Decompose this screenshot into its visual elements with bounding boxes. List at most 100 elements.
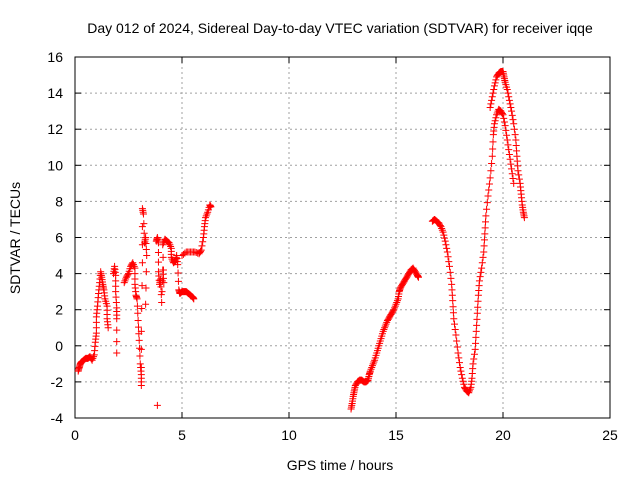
- data-point: [474, 297, 482, 305]
- data-point: [137, 345, 145, 353]
- data-point: [514, 167, 522, 175]
- data-point: [138, 304, 146, 312]
- data-point: [124, 271, 132, 279]
- data-point: [459, 377, 467, 385]
- data-point: [391, 304, 399, 312]
- data-point: [487, 100, 495, 108]
- data-point: [199, 238, 207, 246]
- data-point: [391, 302, 399, 310]
- axis-ticks: [74, 56, 611, 419]
- data-point: [449, 297, 457, 305]
- data-point: [154, 258, 162, 266]
- data-point: [129, 259, 137, 267]
- data-point: [502, 126, 510, 134]
- data-point: [138, 223, 146, 231]
- data-point: [203, 210, 211, 218]
- data-point: [134, 317, 142, 325]
- data-point: [142, 284, 150, 292]
- data-point: [382, 320, 390, 328]
- data-point: [488, 96, 496, 104]
- data-point: [88, 356, 96, 364]
- data-point: [503, 131, 511, 139]
- data-point: [515, 171, 523, 179]
- data-point: [89, 354, 97, 362]
- data-point: [485, 186, 493, 194]
- data-point: [159, 266, 167, 274]
- data-point: [363, 377, 371, 385]
- x-tick-labels: 0 5 10 15 20 25: [71, 427, 618, 443]
- data-point: [134, 309, 142, 317]
- data-point: [503, 136, 511, 144]
- x-tick-label: 15: [388, 427, 404, 443]
- data-point: [207, 203, 215, 211]
- data-point: [158, 298, 166, 306]
- data-point: [380, 326, 388, 334]
- data-point: [389, 307, 397, 315]
- data-point: [506, 100, 514, 108]
- y-tick-label: 14: [47, 85, 63, 101]
- data-point: [143, 252, 151, 260]
- y-tick-label: 12: [47, 121, 63, 137]
- data-point: [483, 199, 491, 207]
- data-point: [442, 241, 450, 249]
- data-point: [383, 318, 391, 326]
- data-point: [478, 264, 486, 272]
- data-point: [460, 380, 468, 388]
- data-point: [505, 93, 513, 101]
- data-point: [153, 401, 161, 409]
- data-point: [508, 170, 516, 178]
- data-point: [485, 180, 493, 188]
- data-point: [488, 93, 496, 101]
- data-point: [482, 212, 490, 220]
- data-point: [134, 323, 142, 331]
- data-point: [441, 234, 449, 242]
- data-point: [507, 160, 515, 168]
- data-point: [484, 192, 492, 200]
- data-point: [480, 236, 488, 244]
- data-point: [450, 320, 458, 328]
- y-tick-label: 16: [47, 49, 63, 65]
- data-point: [174, 277, 182, 285]
- data-point: [477, 268, 485, 276]
- data-point: [142, 268, 150, 276]
- data-point: [454, 349, 462, 357]
- data-point: [505, 146, 513, 154]
- y-tick-label: 4: [55, 266, 63, 282]
- data-point: [490, 85, 498, 93]
- data-point: [198, 242, 206, 250]
- data-point: [159, 241, 167, 249]
- data-point: [381, 324, 389, 332]
- data-point: [492, 114, 500, 122]
- data-point: [486, 174, 494, 182]
- data-point: [197, 246, 205, 254]
- data-point: [135, 336, 143, 344]
- data-point: [202, 214, 210, 222]
- data-point: [473, 309, 481, 317]
- data-point: [480, 248, 488, 256]
- data-point: [520, 214, 528, 222]
- data-point: [449, 309, 457, 317]
- data-point: [441, 237, 449, 245]
- data-point: [392, 300, 400, 308]
- data-point: [508, 107, 516, 115]
- data-point: [165, 239, 173, 247]
- data-point: [470, 350, 478, 358]
- data-point: [458, 374, 466, 382]
- data-point: [481, 224, 489, 232]
- data-point: [443, 248, 451, 256]
- data-point: [104, 324, 112, 332]
- data-point: [120, 279, 128, 287]
- data-point: [142, 240, 150, 248]
- y-axis-title: SDTVAR / TECUs: [7, 182, 23, 294]
- data-point: [90, 353, 98, 361]
- data-point: [472, 339, 480, 347]
- data-point: [476, 273, 484, 281]
- x-tick-label: 20: [495, 427, 511, 443]
- data-point: [140, 220, 148, 228]
- data-point: [458, 371, 466, 379]
- data-point: [469, 360, 477, 368]
- data-point: [142, 300, 150, 308]
- data-point: [140, 229, 148, 237]
- data-point: [446, 268, 454, 276]
- data-point: [515, 175, 523, 183]
